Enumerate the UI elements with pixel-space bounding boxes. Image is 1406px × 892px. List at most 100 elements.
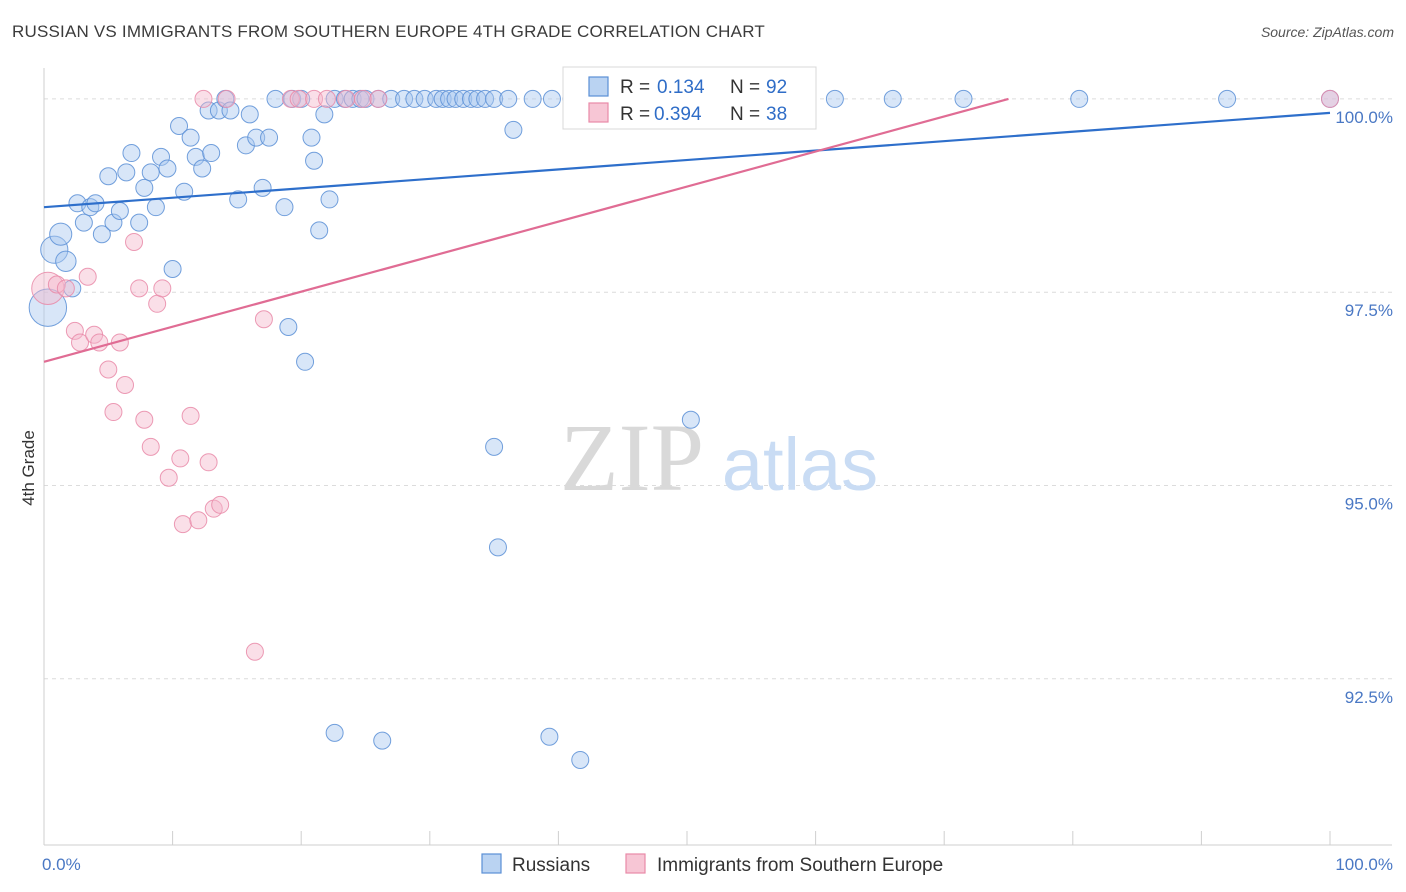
point-immigrants: [90, 333, 109, 352]
point-russians: [523, 89, 542, 108]
trend-lines: [43, 97, 1331, 363]
bottom-legend: Russians Immigrants from Southern Europe: [481, 853, 943, 876]
point-russians: [236, 136, 255, 155]
point-russians: [395, 89, 414, 108]
point-russians: [1070, 89, 1089, 108]
point-russians: [199, 101, 218, 120]
point-russians: [266, 89, 285, 108]
point-immigrants: [130, 279, 149, 298]
point-russians: [181, 128, 200, 147]
point-russians: [315, 105, 334, 124]
point-immigrants: [116, 375, 135, 394]
point-russians: [825, 89, 844, 108]
point-russians: [92, 225, 111, 244]
watermark: ZIP atlas: [560, 404, 878, 511]
point-immigrants: [289, 89, 308, 108]
point-russians: [135, 178, 154, 197]
point-russians: [461, 89, 480, 108]
point-russians: [540, 727, 559, 746]
point-immigrants: [141, 437, 160, 456]
point-russians: [542, 89, 561, 108]
point-russians: [504, 120, 523, 139]
point-russians: [485, 437, 504, 456]
point-immigrants: [1321, 89, 1339, 108]
point-russians: [55, 250, 77, 272]
point-russians: [485, 89, 504, 108]
point-russians: [117, 163, 136, 182]
point-immigrants: [199, 453, 218, 472]
point-russians: [158, 159, 177, 178]
point-russians: [499, 89, 518, 108]
point-russians: [279, 318, 298, 336]
point-russians: [476, 89, 495, 108]
point-russians: [40, 235, 69, 264]
legend-n-label-2: N =: [730, 104, 760, 125]
point-immigrants: [217, 89, 236, 108]
point-immigrants: [56, 279, 75, 298]
y-tick-label: 92.5%: [1345, 688, 1393, 707]
point-russians: [193, 159, 212, 178]
point-russians: [427, 89, 446, 108]
point-immigrants: [305, 89, 324, 108]
point-immigrants: [47, 275, 66, 294]
point-russians: [221, 101, 240, 120]
point-russians: [229, 190, 248, 209]
watermark-zip: ZIP: [560, 404, 704, 511]
point-immigrants: [153, 279, 172, 298]
chart-title: RUSSIAN VS IMMIGRANTS FROM SOUTHERN EURO…: [12, 22, 765, 41]
point-russians: [405, 89, 424, 108]
legend-box: R = 0.134 N = 92 R = 0.394 N = 38: [562, 66, 817, 130]
point-immigrants: [317, 89, 336, 108]
point-russians: [28, 288, 68, 327]
point-russians: [146, 198, 165, 217]
y-tick-label: 95.0%: [1345, 494, 1393, 513]
point-russians: [320, 190, 339, 209]
point-immigrants: [99, 360, 118, 379]
point-russians: [440, 89, 459, 108]
point-immigrants: [173, 515, 192, 534]
point-russians: [170, 116, 189, 135]
point-immigrants: [245, 642, 264, 661]
point-russians: [49, 222, 73, 246]
point-russians: [302, 128, 321, 147]
x-tick-label: 100.0%: [1335, 855, 1393, 874]
point-russians: [163, 260, 182, 279]
point-russians: [247, 128, 266, 147]
point-immigrants: [189, 511, 208, 530]
point-russians: [681, 410, 700, 429]
axes: [43, 68, 1392, 846]
point-immigrants: [65, 321, 84, 340]
point-russians: [260, 128, 279, 147]
x-tick-label: 0.0%: [42, 855, 81, 874]
point-immigrants: [148, 294, 167, 313]
point-immigrants: [181, 406, 200, 425]
watermark-atlas: atlas: [722, 423, 878, 506]
point-russians: [152, 147, 171, 166]
point-immigrants: [159, 468, 178, 487]
point-immigrants: [353, 89, 372, 108]
point-immigrants: [254, 310, 273, 329]
bottom-legend-immigrants: Immigrants from Southern Europe: [657, 855, 943, 876]
point-russians: [240, 105, 259, 124]
bottom-legend-swatch-immigrants: [625, 853, 646, 874]
point-russians: [571, 750, 590, 769]
point-russians: [141, 163, 160, 182]
point-russians: [1218, 89, 1237, 108]
point-russians: [275, 198, 294, 217]
point-russians: [954, 89, 973, 108]
legend-n-value-1: 92: [766, 77, 787, 98]
trend-line-immigrants: [43, 97, 1009, 363]
legend-n-value-2: 38: [766, 104, 787, 125]
legend-r-label-1: R =: [620, 77, 650, 98]
point-russians: [186, 147, 205, 166]
point-russians: [325, 723, 344, 742]
point-immigrants: [281, 89, 300, 108]
point-russians: [104, 213, 123, 232]
point-immigrants: [171, 449, 190, 468]
point-russians: [310, 221, 329, 240]
legend-r-label-2: R =: [620, 104, 650, 125]
y-tick-label: 97.5%: [1345, 301, 1393, 320]
legend-r-value-2: 0.394: [654, 104, 702, 125]
point-russians: [343, 89, 362, 108]
tick-labels: 100.0% 97.5% 95.0% 92.5% 0.0% 100.0%: [42, 108, 1393, 874]
